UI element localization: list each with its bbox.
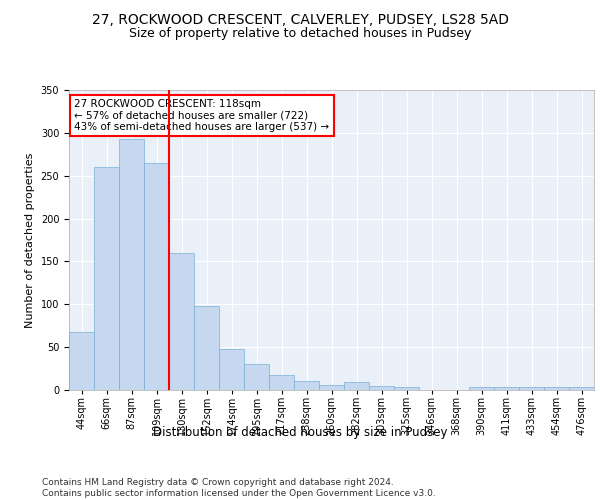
Bar (394, 388, 419, 390)
Text: Distribution of detached houses by size in Pudsey: Distribution of detached houses by size … (153, 426, 447, 439)
Bar (144, 163, 169, 390)
Bar (494, 388, 519, 390)
Y-axis label: Number of detached properties: Number of detached properties (25, 152, 35, 328)
Bar (294, 382, 319, 390)
Text: Size of property relative to detached houses in Pudsey: Size of property relative to detached ho… (129, 28, 471, 40)
Bar (469, 386, 494, 390)
Bar (369, 386, 394, 390)
Bar (344, 382, 369, 390)
Bar (519, 388, 544, 390)
Text: 27, ROCKWOOD CRESCENT, CALVERLEY, PUDSEY, LS28 5AD: 27, ROCKWOOD CRESCENT, CALVERLEY, PUDSEY… (91, 12, 509, 26)
Bar (194, 306, 219, 390)
Bar (69, 332, 94, 390)
Bar (544, 386, 569, 390)
Bar (244, 364, 269, 390)
Text: 27 ROCKWOOD CRESCENT: 118sqm
← 57% of detached houses are smaller (722)
43% of s: 27 ROCKWOOD CRESCENT: 118sqm ← 57% of de… (74, 99, 329, 132)
Bar (169, 253, 194, 390)
Bar (319, 385, 344, 390)
Bar (569, 388, 594, 390)
Bar (119, 139, 144, 390)
Text: Contains HM Land Registry data © Crown copyright and database right 2024.
Contai: Contains HM Land Registry data © Crown c… (42, 478, 436, 498)
Bar (269, 374, 294, 390)
Bar (219, 349, 244, 390)
Bar (94, 167, 119, 390)
